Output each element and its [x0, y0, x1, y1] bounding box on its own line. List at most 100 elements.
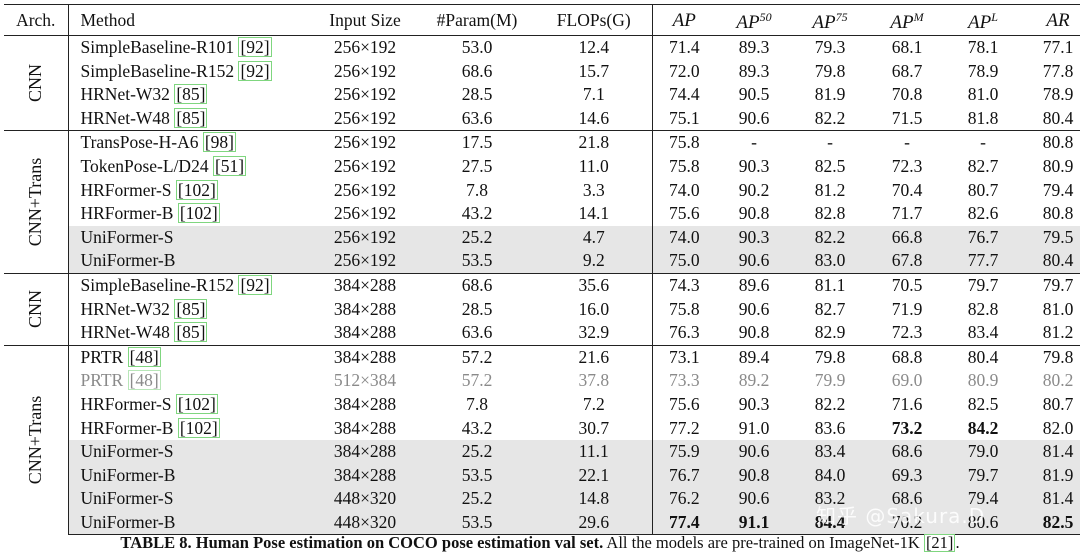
cell-input: 384×288 — [333, 417, 397, 438]
method-name: UniFormer-S — [80, 226, 174, 247]
cell-ap50: 90.6 — [716, 440, 792, 464]
cell-ap: 76.7 — [651, 463, 716, 488]
citation-link[interactable]: [85] — [174, 322, 208, 343]
cell-params: 53.5 — [418, 510, 536, 536]
cell-ar: 81.4 — [1020, 440, 1080, 464]
cell-apm: 70.8 — [891, 84, 923, 105]
cell-apm: 72.3 — [891, 322, 923, 343]
method-cell: PRTR [48] — [68, 344, 312, 370]
cell-params: 17.5 — [418, 130, 536, 155]
caption-citation[interactable]: [21] — [923, 533, 956, 552]
cell-ap50: 90.3 — [738, 155, 770, 176]
cell-flops: 15.7 — [578, 60, 610, 81]
table-row: HRFormer-B [102] 256×192 43.2 14.1 75.6 90.8 8… — [4, 202, 1080, 226]
cell-ap50: 91.0 — [738, 417, 770, 438]
cell-ap: 75.1 — [651, 106, 716, 131]
cell-apl: 83.4 — [967, 322, 999, 343]
cell-params: 68.6 — [418, 272, 536, 298]
cell-apm: 69.3 — [868, 463, 946, 488]
method-cell: UniFormer-S — [68, 440, 312, 464]
citation-link[interactable]: [48] — [127, 370, 161, 391]
table-row: UniFormer-S 448×320 25.2 14.8 76.2 90.6 83.2 68… — [4, 487, 1080, 511]
citation-link[interactable]: [102] — [175, 179, 218, 200]
arch-cell: CNN+Trans — [4, 130, 69, 274]
citation-link[interactable]: [92] — [238, 60, 272, 81]
cell-apl: 82.7 — [967, 155, 999, 176]
citation-link[interactable]: [92] — [238, 274, 272, 295]
citation-link[interactable]: [98] — [202, 132, 237, 153]
cell-flops: 14.6 — [578, 107, 610, 128]
citation-link[interactable]: [92] — [238, 37, 272, 57]
cell-input: 384×288 — [333, 393, 397, 414]
cell-ar: 81.9 — [1020, 463, 1080, 488]
method-name: HRFormer-S — [80, 179, 172, 200]
cell-apm: 71.6 — [891, 393, 923, 414]
cell-input: 384×288 — [312, 463, 418, 488]
header-ap50-sup: 50 — [759, 10, 772, 24]
table-row: CNN+Trans TransPose-H-A6 [98] 256×192 17.5 2… — [4, 130, 1080, 274]
header-ar: AR — [1020, 4, 1080, 36]
cell-ap50: 89.3 — [716, 34, 792, 60]
header-apl: APL — [946, 4, 1020, 36]
cell-apl: 81.0 — [967, 84, 999, 105]
cell-input: 256×192 — [312, 34, 418, 60]
cell-ap75: 82.2 — [792, 225, 868, 250]
cell-ap: 75.6 — [651, 392, 716, 417]
table-row: SimpleBaseline-R152 [92] 256×192 68.6 15.7 7… — [4, 59, 1080, 84]
cell-apm: 68.8 — [868, 344, 946, 370]
citation-link[interactable]: [85] — [174, 84, 208, 105]
method-cell: UniFormer-S — [68, 487, 312, 511]
cell-ar: 80.8 — [1042, 203, 1074, 224]
header-apm-base: AP — [890, 12, 914, 33]
cell-flops: 9.2 — [536, 249, 652, 274]
cell-ap: 76.3 — [651, 321, 716, 346]
method-cell: HRNet-W32 [85] — [68, 83, 312, 107]
cell-ap75: 79.9 — [814, 370, 846, 391]
cell-params: 53.0 — [418, 34, 536, 60]
citation-link[interactable]: [51] — [212, 155, 247, 176]
citation-link[interactable]: [85] — [174, 298, 208, 319]
method-cell: HRFormer-B [102] — [68, 202, 312, 226]
arch-label: CNN — [24, 64, 45, 103]
cell-input: 384×288 — [312, 272, 418, 298]
citation-link[interactable]: [102] — [177, 203, 220, 224]
method-name: SimpleBaseline-R152 — [80, 60, 235, 81]
results-table: Arch. Method Input Size #Param(M) FLOPs(… — [4, 4, 1080, 536]
arch-cell: CNN — [4, 272, 69, 346]
table-row: PRTR [48] 512×384 57.2 37.8 73.3 89.2 79.9 69.0… — [4, 369, 1080, 393]
cell-flops: 12.4 — [536, 34, 652, 60]
cell-ap75: 79.8 — [814, 60, 846, 81]
cell-params: 25.2 — [418, 225, 536, 250]
citation-link[interactable]: [102] — [177, 417, 220, 438]
method-cell: SimpleBaseline-R152 [92] — [68, 272, 312, 298]
cell-params: 7.8 — [466, 393, 488, 414]
method-name: TransPose-H-A6 — [80, 132, 199, 153]
table-row: HRNet-W48 [85] 256×192 63.6 14.6 75.1 90.6 82.… — [4, 106, 1080, 131]
caption-text: All the models are pre-trained on ImageN… — [603, 533, 924, 552]
table-row: CNN SimpleBaseline-R152 [92] 384×288 68.6 35… — [4, 272, 1080, 346]
cell-ap: 74.3 — [651, 272, 716, 298]
method-cell: PRTR [48] — [68, 369, 312, 393]
citation-link[interactable]: [48] — [127, 346, 161, 367]
citation-link[interactable]: [102] — [175, 393, 218, 414]
method-cell: UniFormer-B — [68, 249, 312, 274]
cell-ap: 73.1 — [651, 344, 716, 370]
cell-apl: 81.8 — [967, 107, 999, 128]
cell-apm: 70.4 — [891, 179, 923, 200]
method-name: PRTR — [80, 370, 124, 391]
cell-input: 256×192 — [312, 249, 418, 274]
cell-ap75: 82.7 — [814, 298, 846, 319]
table-row: CNN+Trans PRTR [48] 384×288 57.2 21.6 73.1 89.… — [4, 344, 1080, 535]
citation-link[interactable]: [85] — [174, 107, 208, 128]
cell-input: 256×192 — [333, 179, 397, 200]
method-name: HRFormer-S — [80, 393, 172, 414]
header-ap75-base: AP — [812, 12, 836, 33]
cell-ar: 82.5 — [1020, 510, 1080, 536]
cell-ap75: 84.0 — [792, 463, 868, 488]
cell-input: 256×192 — [333, 203, 397, 224]
cell-ap: 75.9 — [651, 440, 716, 464]
cell-ap50: 90.6 — [738, 107, 770, 128]
cell-ap50: 90.5 — [738, 84, 770, 105]
cell-apm: 70.2 — [868, 510, 946, 536]
